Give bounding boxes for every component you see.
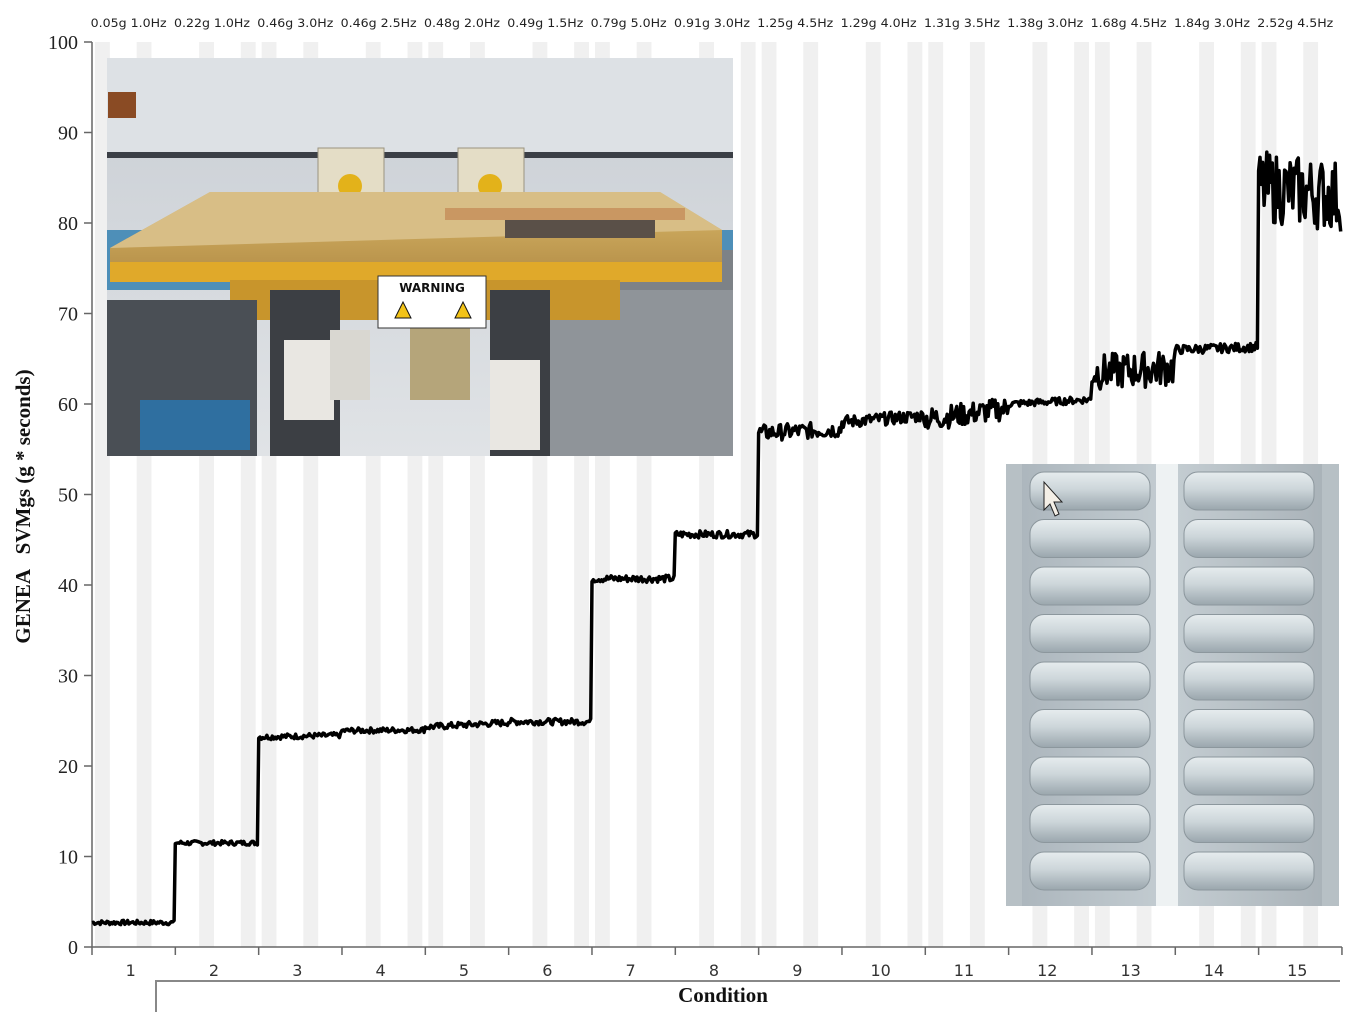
accelerometer-device [1183, 471, 1315, 511]
condition-band [95, 42, 110, 947]
condition-label: 2.52g 4.5Hz [1257, 16, 1333, 30]
x-tick-label: 5 [459, 961, 469, 980]
condition-label: 0.79g 5.0Hz [591, 16, 667, 30]
y-tick-label: 0 [68, 937, 78, 959]
condition-label: 0.48g 2.0Hz [424, 16, 500, 30]
x-tick-label: 4 [376, 961, 386, 980]
accelerometer-device [1029, 614, 1151, 653]
accelerometer-device [1183, 756, 1315, 796]
y-tick-label: 80 [58, 213, 78, 235]
condition-labels: 0.05g 1.0Hz 0.22g 1.0Hz 0.46g 3.0Hz 0.46g 2… [91, 16, 1334, 30]
accelerometer-device [1183, 661, 1315, 701]
y-axis: 0 10 20 30 40 50 60 70 80 90 100 GENEA SVMgs (g * s… [11, 32, 93, 959]
condition-label: 0.49g 1.5Hz [507, 16, 583, 30]
condition-label: 1.31g 3.5Hz [924, 16, 1000, 30]
y-tick-label: 60 [58, 394, 78, 416]
x-tick-label: 1 [126, 961, 136, 980]
y-tick-label: 100 [48, 32, 78, 54]
condition-label: 1.84g 3.0Hz [1174, 16, 1250, 30]
accelerometer-device [1183, 566, 1315, 606]
condition-label: 0.05g 1.0Hz [91, 16, 167, 30]
x-tick-label: 11 [954, 961, 974, 980]
accelerometer-device [1183, 851, 1315, 891]
condition-label: 1.25g 4.5Hz [757, 16, 833, 30]
condition-band [969, 42, 985, 947]
x-tick-label: 2 [209, 961, 219, 980]
x-tick-label: 3 [292, 961, 302, 980]
x-axis-title: Condition [678, 983, 768, 1007]
y-tick-label: 10 [58, 847, 78, 869]
y-tick-label: 50 [58, 485, 78, 507]
x-tick-label: 6 [542, 961, 552, 980]
condition-band [740, 42, 756, 947]
condition-label: 1.29g 4.0Hz [841, 16, 917, 30]
accelerometer-device [1029, 661, 1151, 701]
condition-band [761, 42, 777, 947]
condition-label: 0.91g 3.0Hz [674, 16, 750, 30]
x-tick-label: 12 [1037, 961, 1057, 980]
accelerometer-device [1029, 756, 1151, 796]
accelerometer-device [1183, 709, 1315, 748]
accelerometer-device [1183, 804, 1315, 843]
accelerometer-device [1029, 566, 1151, 606]
series-line-group [91, 150, 1343, 927]
x-tick-label: 15 [1287, 961, 1307, 980]
y-tick-label: 30 [58, 666, 78, 688]
accelerometer-device [1029, 709, 1151, 748]
condition-label: 0.46g 3.0Hz [257, 16, 333, 30]
accelerometer-device [1183, 519, 1315, 558]
x-tick-label: 13 [1120, 961, 1140, 980]
accelerometer-device [1183, 614, 1315, 653]
x-tick-label: 9 [792, 961, 802, 980]
condition-band [865, 42, 881, 947]
warning-sign-text: WARNING [399, 281, 465, 295]
series-line [91, 150, 1343, 927]
condition-band [928, 42, 944, 947]
y-tick-label: 90 [58, 123, 78, 145]
accelerometer-device [1029, 851, 1151, 891]
condition-label: 0.46g 2.5Hz [341, 16, 417, 30]
x-tick-label: 7 [626, 961, 636, 980]
shake-table-photo: WARNING [107, 58, 733, 456]
condition-label: 1.38g 3.0Hz [1007, 16, 1083, 30]
condition-band [907, 42, 923, 947]
condition-label: 1.68g 4.5Hz [1091, 16, 1167, 30]
accelerometer-tray-photo [1006, 464, 1339, 906]
y-tick-label: 70 [58, 304, 78, 326]
condition-band [803, 42, 819, 947]
x-tick-label: 14 [1204, 961, 1224, 980]
x-tick-label: 10 [870, 961, 890, 980]
x-tick-label: 8 [709, 961, 719, 980]
condition-label: 0.22g 1.0Hz [174, 16, 250, 30]
y-tick-label: 40 [58, 575, 78, 597]
y-axis-title: GENEA SVMgs (g * seconds) [11, 369, 35, 643]
accelerometer-devices [1029, 471, 1315, 891]
accelerometer-device [1029, 519, 1151, 558]
accelerometer-device [1029, 804, 1151, 843]
cursor-icon [1043, 480, 1064, 517]
y-tick-label: 20 [58, 756, 78, 778]
